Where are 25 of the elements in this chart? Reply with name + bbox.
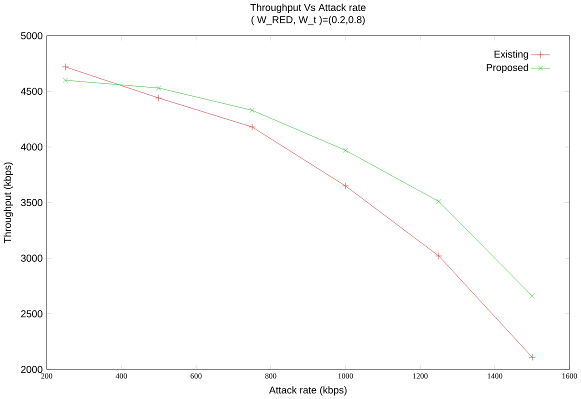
y-axis-title: Throughput (kbps) (4, 162, 13, 244)
point (436, 198, 442, 204)
y-tick-label: 5000 (21, 32, 42, 40)
point (248, 123, 256, 130)
chart-subtitle: ( W_RED, W_t )=(0.2,0.8) (252, 16, 365, 26)
point (250, 108, 255, 113)
point (528, 354, 536, 361)
legend-label: Proposed (486, 64, 528, 73)
legend-label: Existing (494, 50, 528, 60)
y-tick-label: 3500 (20, 198, 42, 206)
y-tick-label: 4500 (20, 88, 42, 95)
point (530, 293, 535, 299)
y-tick-label: 3000 (20, 254, 42, 262)
y-tick-label: 2500 (21, 310, 42, 318)
point (62, 78, 68, 83)
point (342, 148, 348, 153)
chart-title: Throughput Vs Attack rate (250, 4, 366, 13)
point (342, 182, 350, 190)
point (156, 85, 162, 90)
y-tick-label: 4000 (20, 143, 42, 150)
y-tick-label: 2000 (21, 366, 42, 373)
x-axis-title: Attack rate (kbps) (269, 386, 347, 396)
point (155, 94, 162, 102)
point (435, 252, 442, 260)
point (62, 63, 69, 70)
